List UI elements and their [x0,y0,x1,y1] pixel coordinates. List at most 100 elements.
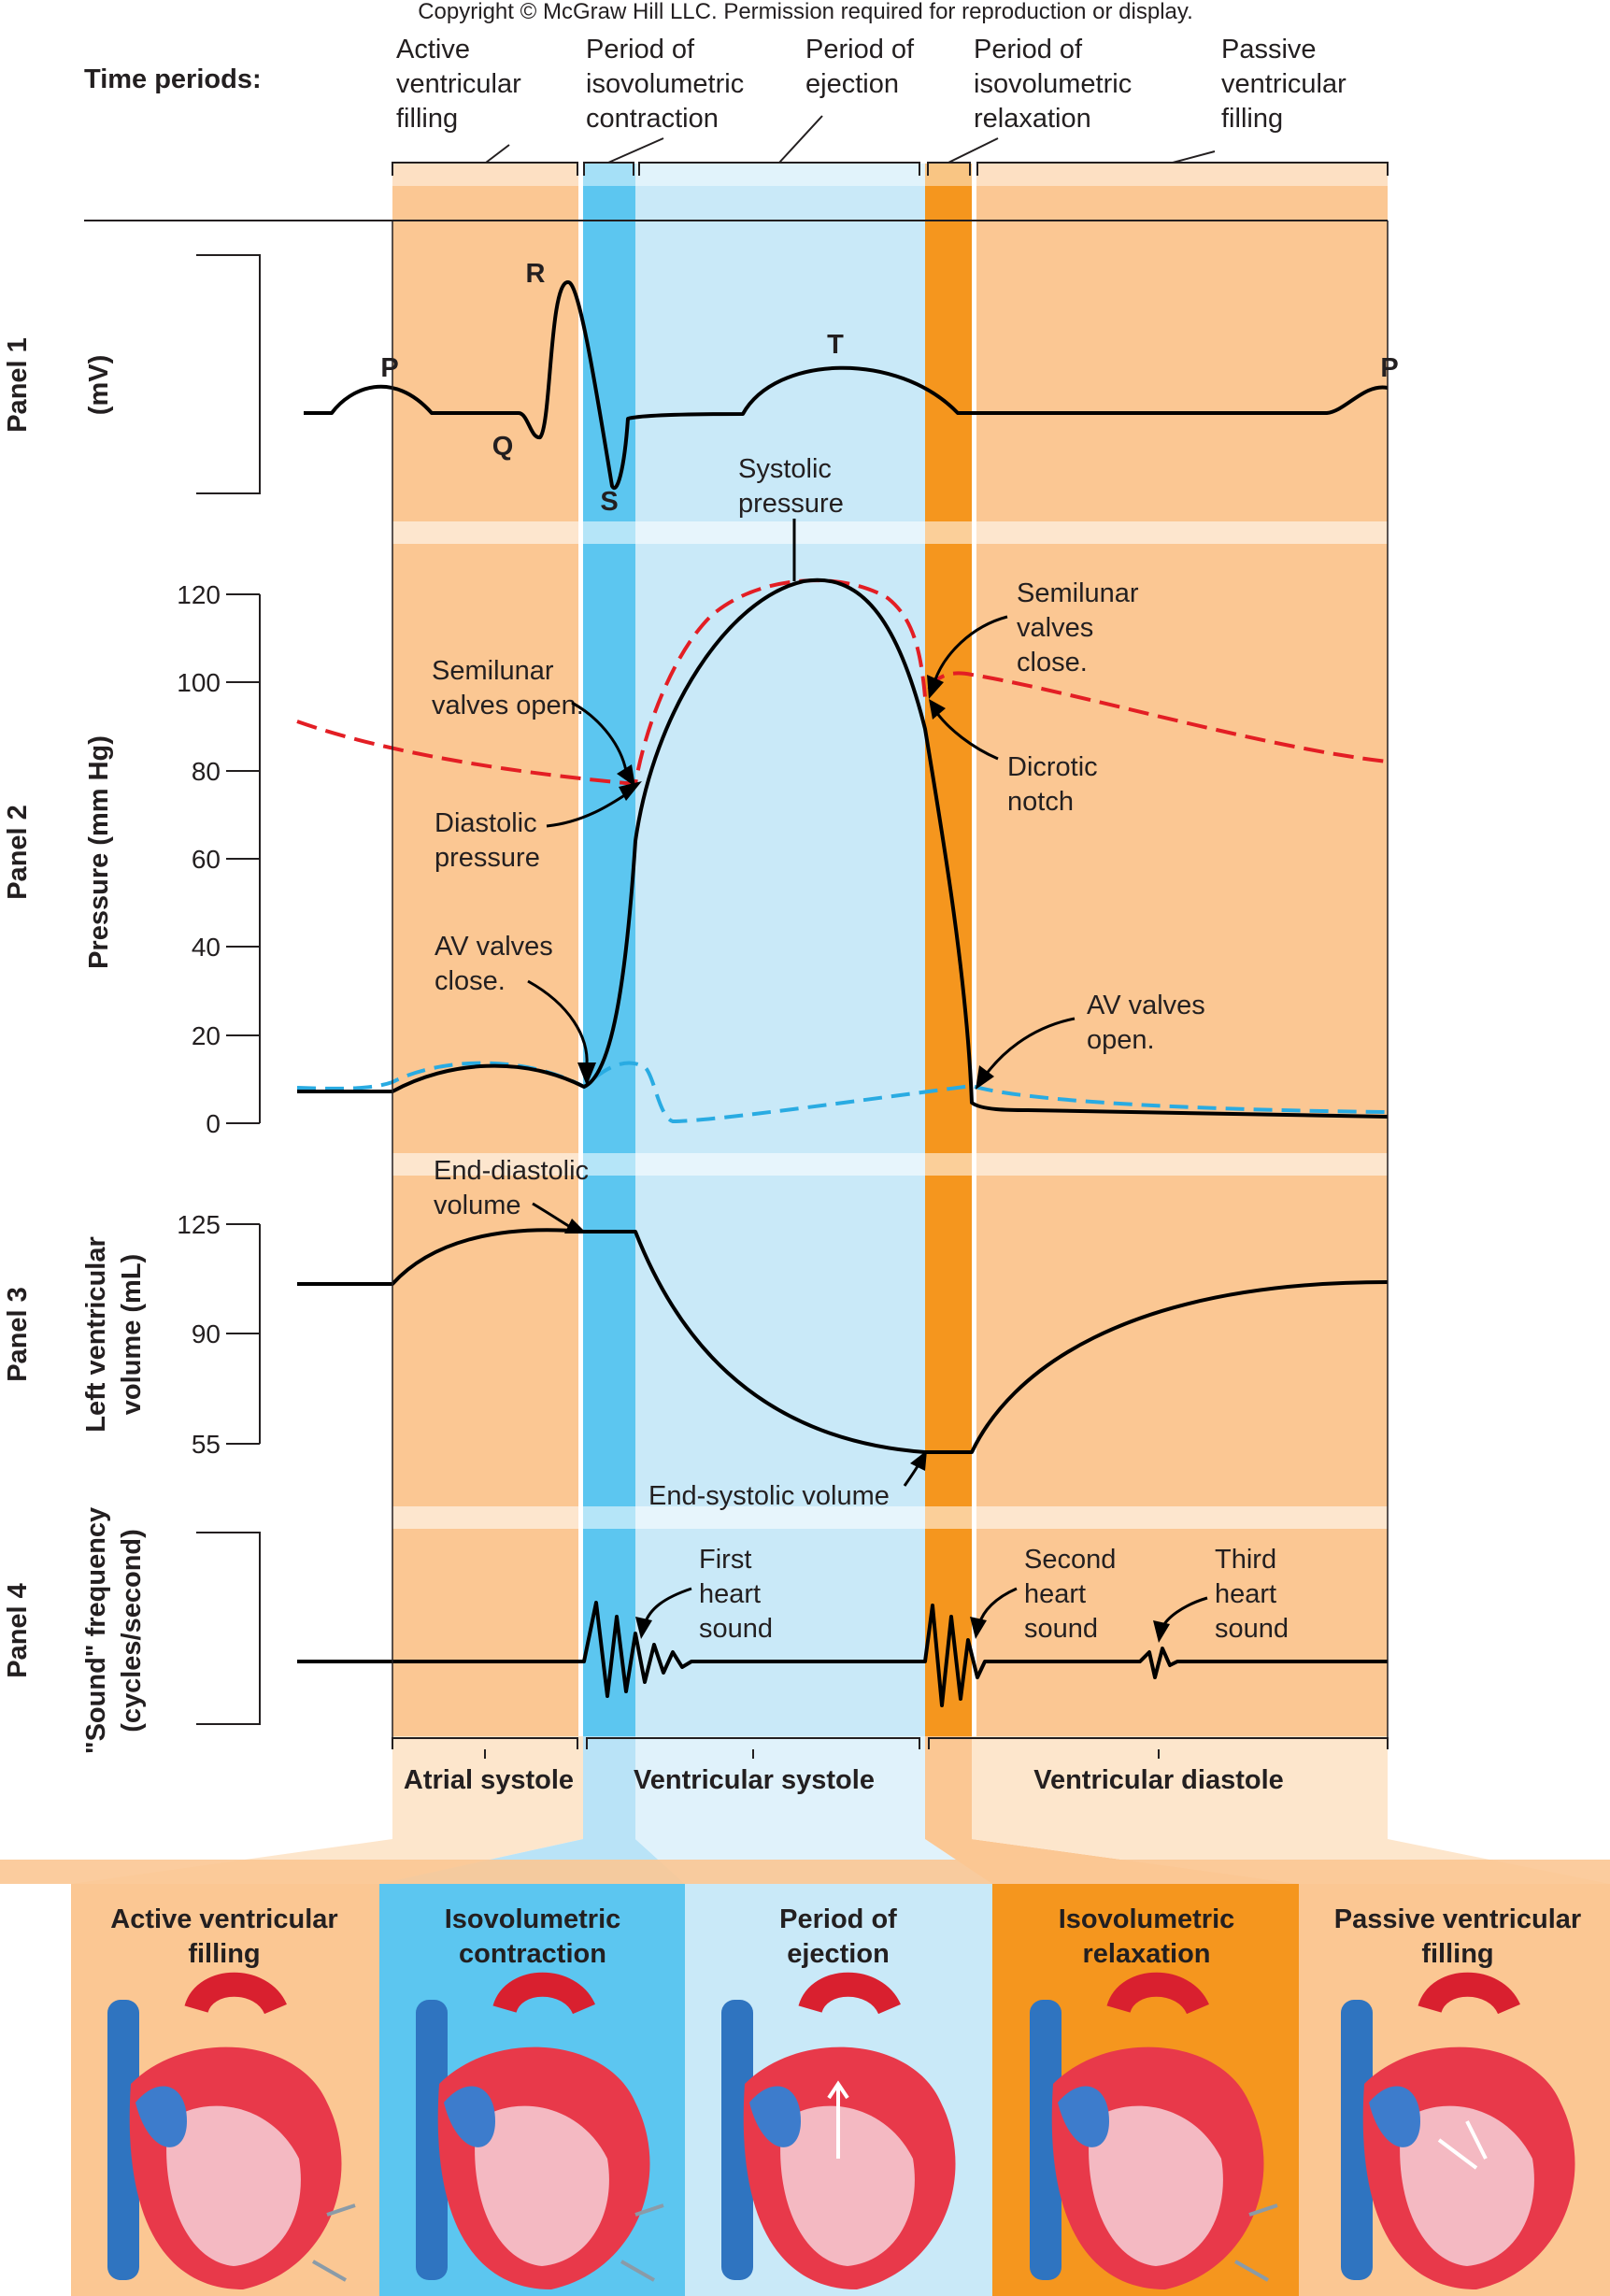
svg-text:80: 80 [192,757,221,786]
svg-text:90: 90 [192,1319,221,1348]
av-valves-close-label: AV valves close. [435,932,553,996]
box-4-title-line-2: relaxation [1083,1939,1211,1969]
ventricular-systole-label: Ventricular systole [634,1765,875,1795]
box-4-title-line-1: Isovolumetric [1059,1904,1235,1934]
svg-text:55: 55 [192,1430,221,1459]
panel-1-bracket [196,254,261,494]
box-2-title-line-2: contraction [459,1939,606,1969]
volume-annotations: End-diastolic volume End-systolic volume [434,1156,927,1511]
heart-sound-trace [297,1601,1388,1707]
ventricular-pressure-curve [297,578,1389,1119]
ecg-t-wave-label: T [827,330,844,360]
atrial-pressure-curve [296,1061,1389,1124]
ventricular-diastole-label: Ventricular diastole [1033,1765,1284,1795]
svg-text:0: 0 [206,1109,221,1138]
first-heart-sound-label: First heart sound [699,1545,773,1644]
diastolic-pressure-label: Diastolic pressure [435,808,540,873]
column-isovolumetric-relaxation [925,164,972,1752]
panel-3-tick-labels: 125 90 55 [177,1210,221,1459]
axes: 120 100 80 60 40 20 0 125 90 55 [177,254,261,1725]
period-2-line-1: Period of [586,35,695,64]
panel-4-label: Panel 4 [3,1583,33,1678]
funnel-connectors [0,1839,1610,1884]
svg-text:20: 20 [192,1021,221,1050]
period-2-line-3: contraction [586,104,719,134]
semilunar-valves-close-label: Semilunar valves close. [1017,578,1139,677]
ecg-s-wave-label: S [600,487,618,517]
panel-1-label: Panel 1 [3,337,33,433]
third-heart-sound-label: Third heart sound [1215,1545,1289,1644]
time-periods-label: Time periods: [84,64,262,94]
period-4-line-3: relaxation [974,104,1091,134]
panel-2-tick-marks [226,593,260,1124]
heart-ejection-icon [721,1972,956,2289]
panel-labels: Panel 1 (mV) Panel 2 Pressure (mm Hg) Pa… [3,337,147,1754]
box-1-title-line-1: Active ventricular [110,1904,337,1934]
box-1-title-line-2: filling [188,1939,260,1969]
ecg-r-wave-label: R [526,259,546,289]
panel-2-tick-labels: 120 100 80 60 40 20 0 [177,580,221,1138]
panel-2-label: Panel 2 [3,805,33,900]
atrial-systole-label: Atrial systole [404,1765,574,1795]
svg-text:120: 120 [177,580,221,609]
panel-4-ylabel-line-1: "Sound" frequency [81,1507,111,1754]
panel-4-bracket [196,1532,261,1725]
end-systolic-volume-label: End-systolic volume [648,1481,890,1511]
ecg-wave-labels: P Q R S T P [380,259,1398,517]
box-5-title-line-1: Passive ventricular [1334,1904,1581,1934]
second-heart-sound-label: Second heart sound [1024,1545,1116,1644]
panel-3-ylabel-line-2: volume (mL) [117,1254,147,1415]
ventricular-volume-curve [297,1228,1389,1454]
ecg-p2-wave-label: P [1380,353,1398,383]
panel-3-label: Panel 3 [3,1287,33,1382]
panel-2-ylabel: Pressure (mm Hg) [84,735,114,969]
copyright-notice: Copyright © McGraw Hill LLC. Permission … [418,0,1193,24]
heart-isovolumetric-relaxation-icon [1030,1972,1278,2289]
semilunar-valves-open-label: Semilunar valves open. [432,656,584,720]
ecg-q-wave-label: Q [492,432,514,462]
period-headers: Active ventricular filling Period of isovol… [392,35,1389,176]
period-2-line-2: isovolumetric [586,69,744,99]
aortic-pressure-curve [296,578,1389,787]
av-valves-open-label: AV valves open. [1087,991,1205,1055]
box-2-title-line-1: Isovolumetric [445,1904,621,1934]
period-5-line-2: ventricular [1221,69,1346,99]
period-1-line-1: Active [396,35,470,64]
heart-active-filling-icon [107,1972,356,2289]
panel-3-tick-marks [226,1223,260,1445]
heart-passive-filling-icon [1341,1972,1575,2289]
column-ejection [635,164,925,1752]
end-diastolic-volume-label: End-diastolic volume [434,1156,589,1220]
panel-3-ylabel-line-1: Left ventricular [81,1236,111,1433]
period-3-line-2: ejection [805,69,899,99]
sound-annotations: First heart sound Second heart sound Third he… [635,1545,1289,1644]
svg-text:125: 125 [177,1210,221,1239]
period-4-line-2: isovolumetric [974,69,1132,99]
period-5-line-1: Passive [1221,35,1317,64]
period-1-line-3: filling [396,104,458,134]
box-3-title-line-2: ejection [787,1939,890,1969]
phase-labels: Atrial systole Ventricular systole Ventr… [392,221,1389,1795]
period-1-line-2: ventricular [396,69,521,99]
column-active-filling [392,164,578,1818]
ecg-p-wave-label: P [380,353,398,383]
pressure-annotations: Systolic pressure Semilunar valves open. D… [432,454,1205,1090]
systolic-pressure-label: Systolic pressure [738,454,844,519]
panel-4-ylabel-line-2: (cycles/second) [117,1529,147,1733]
svg-text:40: 40 [192,933,221,962]
svg-text:100: 100 [177,668,221,697]
heart-isovolumetric-contraction-icon [416,1972,664,2289]
box-3-title-line-1: Period of [779,1904,897,1934]
column-passive-filling [976,164,1388,1818]
illustration-row: Active ventricular filling Isovolumetric c… [71,1884,1610,2296]
dicrotic-notch-label: Dicrotic notch [1007,752,1098,817]
